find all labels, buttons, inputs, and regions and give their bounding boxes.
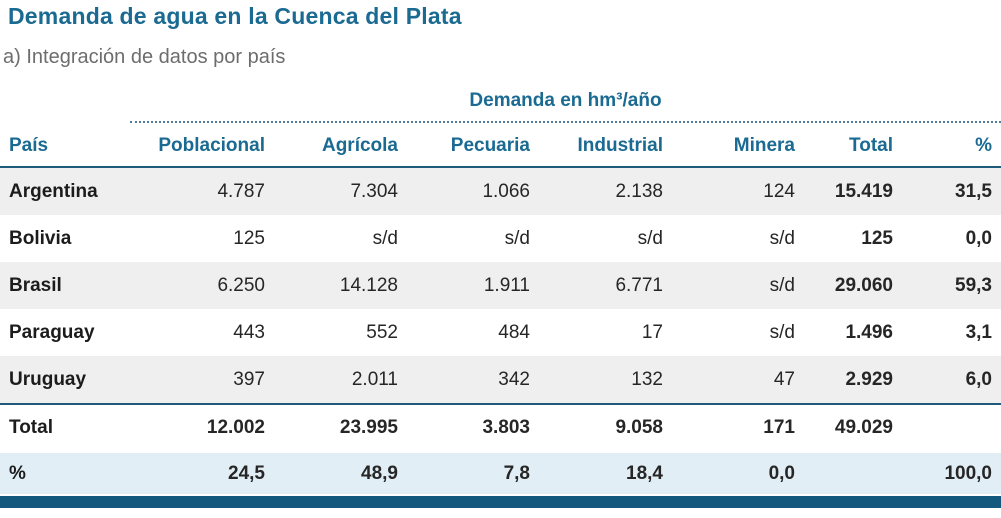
cell: 342 bbox=[498, 368, 530, 390]
cell: 2.011 bbox=[351, 368, 398, 390]
cell-pct: 6,0 bbox=[965, 368, 992, 390]
cell: 14.128 bbox=[339, 274, 398, 296]
cell: 7,8 bbox=[503, 462, 530, 484]
row-label: % bbox=[9, 462, 26, 484]
cell: 9.058 bbox=[615, 416, 663, 438]
cell: 171 bbox=[763, 416, 795, 438]
row-label: Brasil bbox=[9, 274, 62, 296]
column-header-poblacional: Poblacional bbox=[158, 135, 265, 156]
units-group-header-row: Demanda en hm³/año bbox=[0, 90, 1001, 123]
table-row-bolivia: Bolivia 125 s/d s/d s/d s/d 125 0,0 bbox=[0, 215, 1001, 262]
cell: 132 bbox=[631, 368, 663, 390]
cell: 484 bbox=[498, 321, 530, 343]
row-label: Paraguay bbox=[9, 321, 95, 343]
cell-pct: 100,0 bbox=[944, 462, 992, 484]
cell: s/d bbox=[372, 227, 398, 249]
cell: 12.002 bbox=[206, 416, 265, 438]
cell: 17 bbox=[641, 321, 663, 343]
cell-total: 2.929 bbox=[845, 368, 893, 390]
group-header-spacer bbox=[0, 90, 130, 123]
cell-total: 125 bbox=[861, 227, 893, 249]
table-row-paraguay: Paraguay 443 552 484 17 s/d 1.496 3,1 bbox=[0, 309, 1001, 356]
table-row-uruguay: Uruguay 397 2.011 342 132 47 2.929 6,0 bbox=[0, 356, 1001, 403]
cell: 3.803 bbox=[482, 416, 530, 438]
cell-pct: 31,5 bbox=[955, 180, 992, 202]
units-group-header: Demanda en hm³/año bbox=[130, 90, 1001, 123]
row-label: Total bbox=[9, 416, 53, 438]
cell: s/d bbox=[769, 274, 795, 296]
page-title: Demanda de agua en la Cuenca del Plata bbox=[8, 3, 462, 29]
column-header-pct: % bbox=[975, 135, 992, 156]
row-label: Argentina bbox=[9, 180, 98, 202]
cell: 125 bbox=[233, 227, 265, 249]
table-row-percent: % 24,5 48,9 7,8 18,4 0,0 100,0 bbox=[0, 453, 1001, 494]
cell: 23.995 bbox=[339, 416, 398, 438]
cell: 4.787 bbox=[217, 180, 265, 202]
cell: 6.771 bbox=[615, 274, 663, 296]
cell: 24,5 bbox=[228, 462, 265, 484]
cell-total: 29.060 bbox=[834, 274, 893, 296]
column-header-minera: Minera bbox=[733, 135, 795, 156]
cell: 124 bbox=[763, 180, 795, 202]
cell-total: 15.419 bbox=[834, 180, 893, 202]
row-label: Uruguay bbox=[9, 368, 87, 390]
cell-pct: 59,3 bbox=[955, 274, 992, 296]
cell: s/d bbox=[769, 227, 795, 249]
cell: 1.911 bbox=[483, 274, 530, 296]
cell: 47 bbox=[773, 368, 795, 390]
cell-pct: 0,0 bbox=[965, 227, 992, 249]
column-header-pais: País bbox=[9, 135, 49, 156]
water-demand-table: Demanda en hm³/año País Poblacional Agrí… bbox=[0, 90, 1001, 494]
cell: 443 bbox=[233, 321, 265, 343]
cell-pct: 3,1 bbox=[965, 321, 992, 343]
cell: 2.138 bbox=[615, 180, 663, 202]
cell: s/d bbox=[504, 227, 530, 249]
column-header-industrial: Industrial bbox=[577, 135, 663, 156]
cell: 7.304 bbox=[350, 180, 398, 202]
cell: 48,9 bbox=[361, 462, 398, 484]
row-label: Bolivia bbox=[9, 227, 72, 249]
table-row-total: Total 12.002 23.995 3.803 9.058 171 49.0… bbox=[0, 403, 1001, 450]
cell: 1.066 bbox=[482, 180, 530, 202]
column-header-total: Total bbox=[849, 135, 893, 156]
cell: s/d bbox=[637, 227, 663, 249]
column-header-pecuaria: Pecuaria bbox=[450, 135, 530, 156]
cell-total: 1.496 bbox=[845, 321, 893, 343]
cell: 18,4 bbox=[626, 462, 663, 484]
table-row-brasil: Brasil 6.250 14.128 1.911 6.771 s/d 29.0… bbox=[0, 262, 1001, 309]
page-subtitle: a) Integración de datos por país bbox=[3, 46, 286, 68]
column-header-row: País Poblacional Agrícola Pecuaria Indus… bbox=[0, 123, 1001, 168]
cell: 397 bbox=[233, 368, 265, 390]
column-header-agricola: Agrícola bbox=[321, 135, 398, 156]
table-row-argentina: Argentina 4.787 7.304 1.066 2.138 124 15… bbox=[0, 168, 1001, 215]
footer-bar bbox=[0, 496, 1001, 508]
cell: 6.250 bbox=[217, 274, 265, 296]
cell-total: 49.029 bbox=[834, 416, 893, 438]
cell: 0,0 bbox=[768, 462, 795, 484]
cell: s/d bbox=[769, 321, 795, 343]
cell: 552 bbox=[366, 321, 398, 343]
